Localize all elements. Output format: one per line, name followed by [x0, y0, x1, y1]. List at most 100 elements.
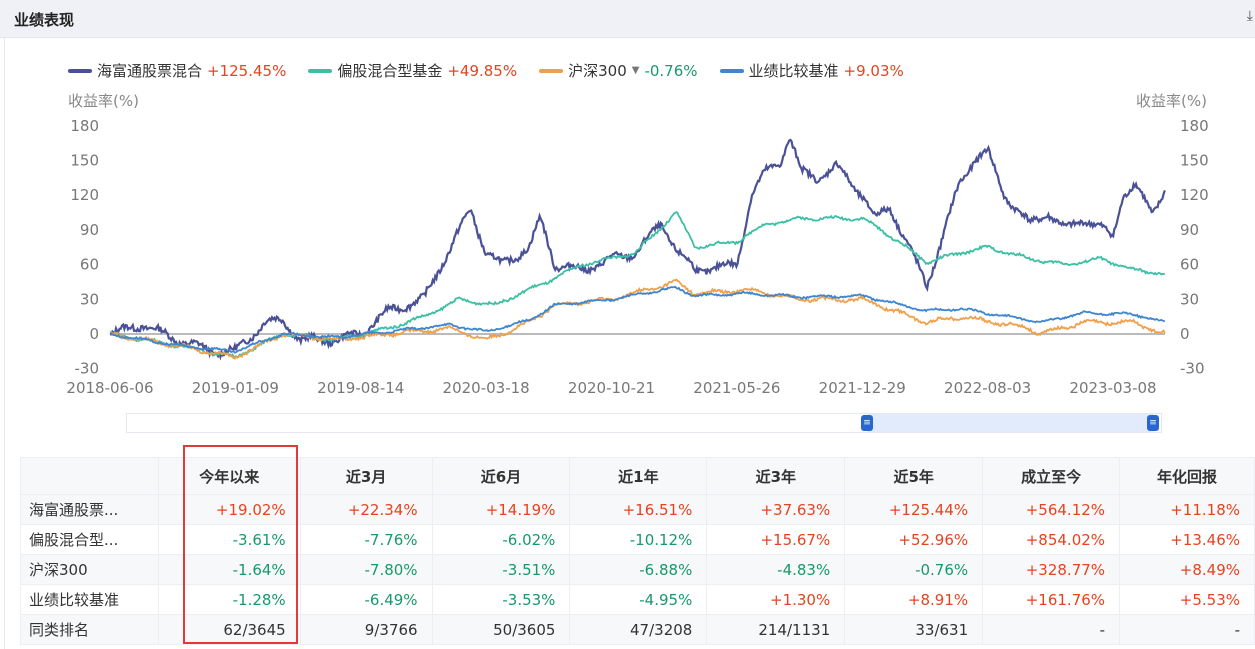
- y-tick-label-right: 180: [1180, 117, 1209, 135]
- performance-chart: 收益率(%) 收益率(%) 180 180 150 150 120 120 90 90 60 60 30…: [66, 92, 1209, 397]
- table-cell: -7.80%: [299, 554, 433, 585]
- table-cell: 9/3766: [299, 614, 433, 645]
- table-cell: +8.91%: [844, 584, 984, 615]
- legend-swatch: [68, 68, 92, 73]
- table-cell: 62/3645: [157, 614, 301, 645]
- table-cell: +14.19%: [431, 494, 571, 525]
- row-label: 业绩比较基准: [20, 584, 159, 615]
- table-cell: +22.34%: [299, 494, 433, 525]
- series-line: [109, 278, 1166, 360]
- table-cell: -6.49%: [299, 584, 433, 615]
- column-header: 近1年: [569, 457, 708, 495]
- legend-swatch: [539, 68, 564, 73]
- table-cell: 50/3605: [431, 614, 571, 645]
- row-label: 沪深300: [20, 554, 159, 585]
- table-cell: 47/3208: [569, 614, 708, 645]
- y-tick-label-right: 0: [1180, 325, 1190, 343]
- table-cell: +52.96%: [844, 524, 984, 555]
- legend-value: -0.76%: [644, 61, 698, 80]
- y-tick-label-left: 90: [80, 221, 99, 239]
- highlight-box: [183, 445, 298, 644]
- table-row: 海富通股票... +19.02% +22.34% +14.19% +16.51% +37.…: [20, 494, 1255, 525]
- dropdown-arrow-icon[interactable]: ▼: [631, 65, 640, 76]
- table-cell: -: [1119, 614, 1255, 645]
- x-tick-label: 2023-03-08: [1069, 379, 1156, 397]
- table-row: 沪深300 -1.64% -7.80% -3.51% -6.88% -4.83% -0.76…: [20, 554, 1255, 585]
- table-cell: +19.02%: [157, 494, 301, 525]
- table-cell: -4.95%: [569, 584, 708, 615]
- table-row: 同类排名 62/3645 9/3766 50/3605 47/3208 214/1131 3…: [20, 614, 1255, 645]
- legend-item[interactable]: 沪深300 ▼ -0.76%: [539, 60, 698, 81]
- x-tick-label: 2020-03-18: [443, 379, 530, 397]
- table-cell: +564.12%: [982, 494, 1121, 525]
- table-cell: +125.44%: [844, 494, 984, 525]
- x-tick-label: 2021-12-29: [819, 379, 906, 397]
- column-header: 年化回报: [1119, 457, 1255, 495]
- section-header: 业绩表现 ⤓: [0, 0, 1255, 38]
- y-tick-label-right: 60: [1180, 256, 1199, 274]
- row-label: 同类排名: [20, 614, 159, 645]
- table-cell: +11.18%: [1119, 494, 1255, 525]
- y-tick-label-right: -30: [1180, 360, 1205, 378]
- range-selection[interactable]: [867, 414, 1154, 432]
- x-tick-label: 2022-08-03: [944, 379, 1031, 397]
- x-tick-label: 2019-01-09: [192, 379, 279, 397]
- x-tick-label: 2020-10-21: [568, 379, 655, 397]
- series-line: [109, 210, 1166, 359]
- y-tick-label-left: 30: [80, 290, 99, 308]
- table-cell: -1.28%: [157, 584, 301, 615]
- table-cell: -0.76%: [844, 554, 984, 585]
- y-tick-label-right: 30: [1180, 290, 1199, 308]
- table-cell: -3.61%: [157, 524, 301, 555]
- y-tick-label-left: 60: [80, 256, 99, 274]
- legend-label: 业绩比较基准: [748, 62, 839, 80]
- table-cell: -4.83%: [706, 554, 846, 585]
- download-icon[interactable]: ⤓: [1246, 8, 1253, 24]
- table-cell: -10.12%: [569, 524, 708, 555]
- column-header: 近3年: [706, 457, 846, 495]
- table-cell: +13.46%: [1119, 524, 1255, 555]
- y-tick-label-left: 120: [70, 186, 99, 204]
- range-handle-end[interactable]: ≡: [1147, 415, 1159, 431]
- table-cell: -6.88%: [569, 554, 708, 585]
- column-header: 近3月: [299, 457, 433, 495]
- y-tick-label-left: -30: [75, 360, 100, 378]
- row-label: 海富通股票...: [20, 494, 159, 525]
- table-cell: +854.02%: [982, 524, 1121, 555]
- y-tick-label-left: 0: [89, 325, 99, 343]
- legend-swatch: [308, 68, 333, 73]
- legend-item[interactable]: 业绩比较基准 +9.03%: [719, 60, 904, 81]
- y-tick-label-left: 180: [70, 117, 99, 135]
- x-tick-label: 2021-05-26: [693, 379, 780, 397]
- range-slider[interactable]: ≡ ≡: [126, 413, 1162, 433]
- table-cell: -6.02%: [431, 524, 571, 555]
- x-tick-label: 2019-08-14: [317, 379, 404, 397]
- table-cell: +5.53%: [1119, 584, 1255, 615]
- column-header: 今年以来: [157, 457, 301, 495]
- legend-item[interactable]: 海富通股票混合 +125.45%: [68, 60, 286, 81]
- table-cell: -1.64%: [157, 554, 301, 585]
- legend-item[interactable]: 偏股混合型基金 +49.85%: [308, 60, 517, 81]
- y-axis-label-right: 收益率(%): [1136, 92, 1207, 110]
- legend-value: +49.85%: [447, 61, 518, 80]
- column-header: [20, 457, 159, 495]
- performance-table: 今年以来 近3月 近6月 近1年 近3年 近5年 成立至今 年化回报 海富通股票... +19.…: [20, 457, 1255, 645]
- y-tick-label-right: 120: [1180, 186, 1209, 204]
- table-cell: +1.30%: [706, 584, 846, 615]
- panel: [4, 38, 1255, 649]
- table-cell: -3.53%: [431, 584, 571, 615]
- y-tick-label-right: 90: [1180, 221, 1199, 239]
- row-label: 偏股混合型...: [20, 524, 159, 555]
- table-cell: +37.63%: [706, 494, 846, 525]
- table-cell: -: [982, 614, 1121, 645]
- table-cell: +8.49%: [1119, 554, 1255, 585]
- table-cell: +16.51%: [569, 494, 708, 525]
- legend-label: 沪深300: [568, 62, 627, 80]
- range-handle-start[interactable]: ≡: [861, 415, 873, 431]
- legend-label: 偏股混合型基金: [337, 62, 443, 80]
- table-cell: 33/631: [844, 614, 984, 645]
- section-title: 业绩表现: [14, 11, 75, 29]
- table-cell: +328.77%: [982, 554, 1121, 585]
- table-cell: -3.51%: [431, 554, 571, 585]
- legend-label: 海富通股票混合: [97, 62, 203, 80]
